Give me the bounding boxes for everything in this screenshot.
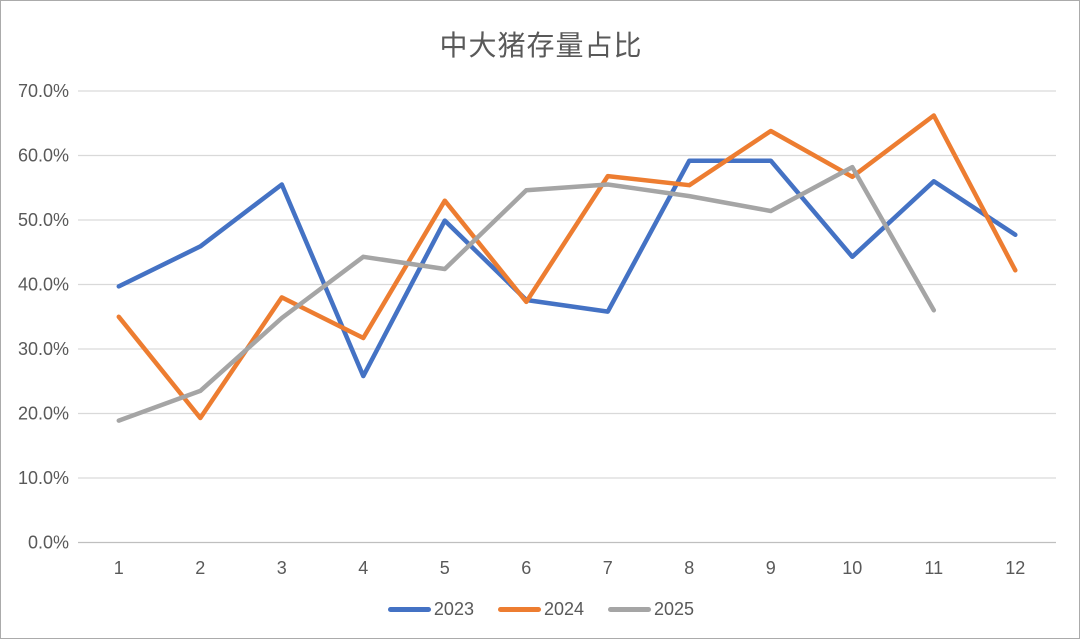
y-tick-label-50: 50.0% xyxy=(18,210,69,230)
x-tick-label-12: 12 xyxy=(1005,558,1025,578)
y-tick-label-30: 30.0% xyxy=(18,339,69,359)
y-tick-label-20: 20.0% xyxy=(18,404,69,424)
x-tick-label-1: 1 xyxy=(114,558,124,578)
x-tick-label-3: 3 xyxy=(277,558,287,578)
legend-label-2025: 2025 xyxy=(654,598,695,619)
series-line-2024 xyxy=(116,113,1018,421)
x-tick-label-11: 11 xyxy=(924,558,943,578)
legend-swatch-2023 xyxy=(387,606,431,612)
x-tick-label-5: 5 xyxy=(440,558,450,578)
legend-swatch-2025 xyxy=(608,606,652,612)
x-tick-label-10: 10 xyxy=(842,558,862,578)
x-tick-label-7: 7 xyxy=(603,558,613,578)
legend-label-2023: 2023 xyxy=(433,598,474,619)
x-tick-label-6: 6 xyxy=(521,558,531,578)
series-line-2025 xyxy=(116,164,937,423)
x-tick-label-9: 9 xyxy=(766,558,776,578)
legend: 2023 2024 2025 xyxy=(1,596,1079,622)
x-tick-label-8: 8 xyxy=(684,558,694,578)
legend-swatch-2024 xyxy=(497,606,541,612)
legend-item-2024: 2024 xyxy=(497,598,585,620)
legend-label-2024: 2024 xyxy=(543,598,585,619)
y-tick-label-40: 40.0% xyxy=(18,275,69,295)
y-tick-label-0: 0.0% xyxy=(28,533,69,553)
x-tick-label-4: 4 xyxy=(358,558,368,578)
chart-title: 中大猪存量占比 xyxy=(439,30,643,61)
series-line-2023 xyxy=(116,158,1018,379)
y-tick-label-60: 60.0% xyxy=(18,146,69,166)
legend-item-2025: 2025 xyxy=(608,599,694,620)
legend-item-2023: 2023 xyxy=(387,598,474,620)
x-tick-label-2: 2 xyxy=(195,558,205,578)
y-tick-label-70: 70.0% xyxy=(18,81,69,101)
y-tick-label-10: 10.0% xyxy=(18,468,69,488)
